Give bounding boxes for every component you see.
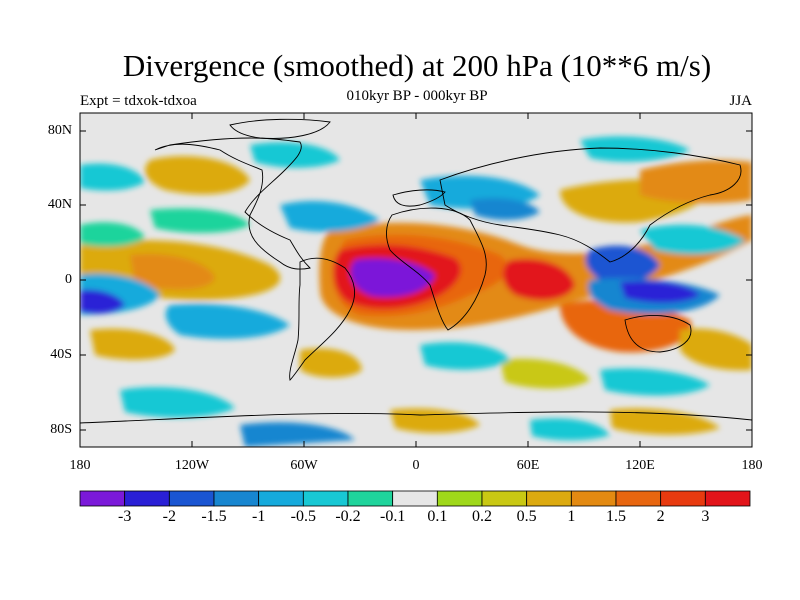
colorbar-label: 0.2 <box>472 508 492 525</box>
colorbar-label: -0.1 <box>379 508 406 525</box>
colorbar-label: -1 <box>251 508 266 525</box>
colorbar-swatch <box>302 490 349 507</box>
lon-label-60e: 60E <box>516 458 540 473</box>
coastline-africa <box>386 207 487 331</box>
colorbar-label: 0.1 <box>427 508 448 525</box>
colorbar-label: 1 <box>567 508 576 525</box>
field-patch <box>145 156 250 195</box>
coastline-asia <box>439 147 742 263</box>
lon-ticks <box>79 113 753 447</box>
coastline-south-america <box>289 257 356 381</box>
map-subtitle: 010kyr BP - 000kyr BP <box>346 88 488 104</box>
colorbar-label: -1.5 <box>201 508 227 525</box>
field-patch <box>640 160 752 204</box>
coastline-europe <box>392 189 446 207</box>
field-patch <box>350 258 435 298</box>
lon-label-180w: 180 <box>69 458 91 473</box>
coastline-greenland <box>229 118 331 139</box>
field-patch <box>640 224 745 255</box>
field-patch <box>470 198 540 220</box>
lon-label-120w: 120W <box>174 458 210 473</box>
colorbar-swatch <box>258 490 304 507</box>
colorbar-swatch <box>392 490 438 507</box>
field-patch <box>530 418 610 441</box>
lat-label-80n: 80N <box>47 123 72 138</box>
colorbar <box>79 490 751 507</box>
field-patch <box>150 208 250 233</box>
lon-label-180e: 180 <box>741 458 763 473</box>
lat-ticks <box>80 130 752 431</box>
field-patch <box>420 342 510 370</box>
lon-label-60w: 60W <box>290 458 318 473</box>
colorbar-swatch <box>481 490 528 507</box>
colorbar-swatch <box>704 490 751 507</box>
colorbar-label: -3 <box>117 508 132 525</box>
field-patch <box>80 222 145 247</box>
field-patch <box>620 280 700 303</box>
lat-label-40s: 40S <box>50 347 72 362</box>
lat-label-0: 0 <box>65 272 72 287</box>
colorbar-swatch <box>526 490 572 507</box>
field-patch <box>90 328 175 360</box>
colorbar-label: -2 <box>162 508 176 525</box>
field-patch <box>250 142 340 168</box>
colorbar-swatch <box>168 490 215 507</box>
season-label: JJA <box>729 93 752 109</box>
colorbar-swatch <box>347 490 394 507</box>
field-patch <box>80 163 145 191</box>
lon-label-120e: 120E <box>625 458 655 473</box>
coastline-north-america <box>154 137 311 270</box>
field-patch <box>600 368 710 396</box>
colorbar-label: 2 <box>656 508 665 525</box>
field-patch <box>610 408 720 435</box>
field-patch <box>130 253 215 290</box>
field-patch <box>585 245 660 285</box>
colorbar-swatch <box>124 490 170 507</box>
divergence-field <box>80 113 752 447</box>
lon-label-0: 0 <box>412 458 420 473</box>
colorbar-label: -0.5 <box>290 508 316 525</box>
field-patch <box>80 289 125 314</box>
colorbar-label: -0.2 <box>335 508 361 525</box>
colorbar-label: 0.5 <box>516 508 537 525</box>
colorbar-label: 3 <box>701 508 710 525</box>
field-patch <box>503 258 575 301</box>
colorbar-swatch <box>660 490 706 507</box>
field-patch <box>300 348 362 378</box>
map-title: Divergence (smoothed) at 200 hPa (10**6 … <box>122 48 712 83</box>
colorbar-swatch <box>615 490 662 507</box>
field-patch <box>280 200 380 232</box>
colorbar-swatch <box>570 490 617 507</box>
colorbar-swatch <box>79 490 126 507</box>
lat-label-80s: 80S <box>50 422 72 437</box>
coastline-australia <box>624 315 692 353</box>
field-patch <box>120 387 235 418</box>
colorbar-label: 1.5 <box>606 508 626 525</box>
experiment-label: Expt = tdxok-tdxoa <box>80 93 197 109</box>
field-patch <box>680 328 752 371</box>
colorbar-swatch <box>213 490 260 507</box>
coastline-antarctica <box>80 411 752 424</box>
colorbar-swatch <box>436 490 483 507</box>
lat-label-40n: 40N <box>47 197 72 212</box>
coastlines <box>80 118 752 424</box>
field-patch <box>165 303 290 339</box>
field-patch <box>240 422 355 447</box>
field-patch <box>500 358 590 389</box>
